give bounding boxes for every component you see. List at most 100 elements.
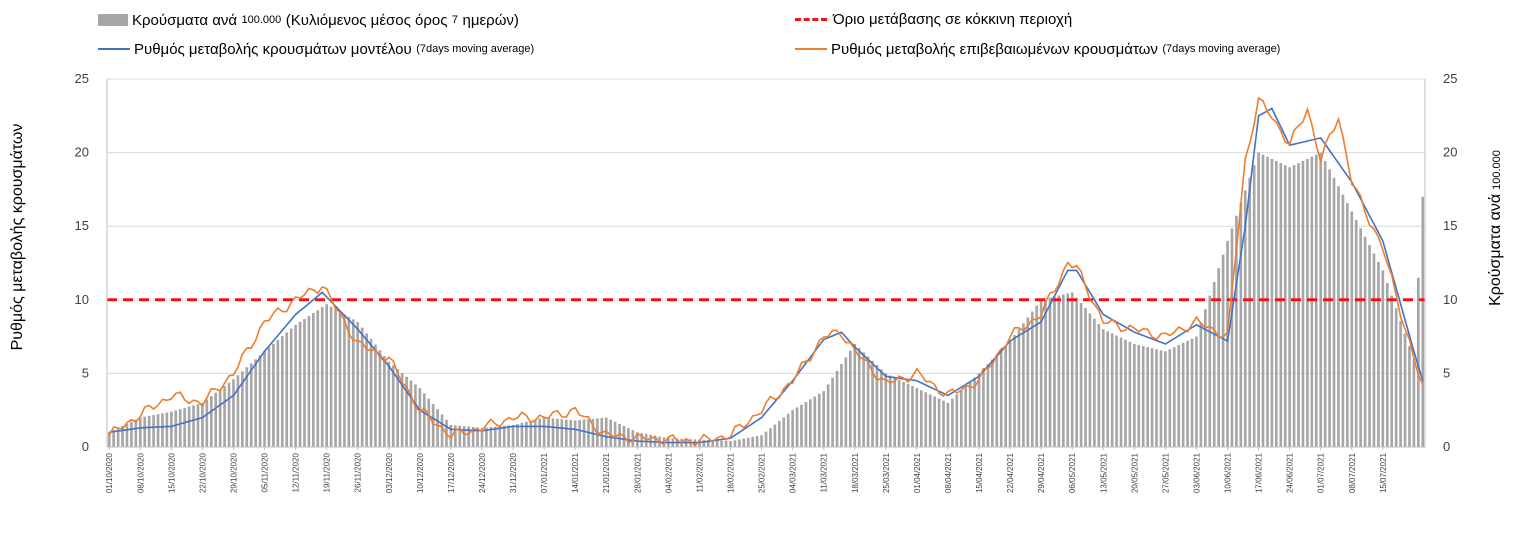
bar — [1377, 261, 1380, 447]
legend-model-small: (7days moving average) — [416, 43, 535, 55]
x-tick-label: 22/04/2021 — [1006, 452, 1015, 493]
bar — [1341, 194, 1345, 447]
left-tick-label: 25 — [75, 71, 89, 86]
bar — [782, 417, 786, 447]
bar — [1181, 342, 1185, 447]
bar — [116, 428, 120, 447]
bar — [902, 381, 905, 447]
bar — [1257, 152, 1260, 447]
bar — [1093, 318, 1096, 447]
bar — [294, 324, 297, 447]
bar — [107, 432, 111, 447]
bar — [1110, 333, 1114, 447]
bar — [156, 414, 160, 447]
bar — [1306, 158, 1309, 447]
bar — [258, 355, 262, 447]
bar — [964, 386, 968, 447]
bar — [1008, 341, 1012, 447]
bar — [551, 418, 555, 447]
bar — [1381, 270, 1385, 447]
left-tick-label: 5 — [82, 365, 89, 380]
bar — [1212, 281, 1216, 447]
bar — [1226, 240, 1229, 447]
bar — [911, 386, 914, 447]
x-tick-label: 25/02/2021 — [758, 452, 767, 493]
bar — [1403, 333, 1407, 447]
bar — [631, 430, 635, 447]
bar — [547, 417, 550, 447]
bar — [1252, 165, 1256, 447]
bar — [161, 413, 164, 447]
bar — [1150, 348, 1154, 447]
bar — [356, 321, 360, 447]
x-tick-label: 01/10/2020 — [105, 452, 114, 493]
bar — [320, 307, 324, 447]
bar — [848, 350, 852, 447]
bar — [973, 377, 976, 447]
bar — [218, 389, 222, 447]
bar — [840, 364, 843, 447]
x-tick-label: 18/03/2021 — [851, 452, 860, 493]
bar — [1275, 161, 1278, 448]
bar — [1004, 345, 1007, 447]
x-tick-label: 25/03/2021 — [882, 452, 891, 493]
bar — [1177, 345, 1181, 447]
bar-series — [107, 152, 1425, 448]
bar — [285, 332, 289, 447]
x-tick-label: 20/05/2021 — [1130, 452, 1139, 493]
bar — [112, 430, 115, 447]
bar — [174, 410, 178, 447]
left-tick-label: 0 — [82, 439, 89, 454]
bar — [742, 438, 746, 447]
bar — [241, 371, 244, 447]
bar — [378, 350, 382, 447]
bar — [853, 343, 857, 447]
bar — [1199, 322, 1203, 447]
bar — [1208, 295, 1212, 447]
bar — [711, 440, 715, 447]
bar — [791, 410, 794, 447]
bar — [1013, 335, 1016, 447]
bar — [498, 426, 502, 447]
bar — [178, 409, 182, 447]
bar — [906, 383, 910, 447]
bar — [888, 375, 892, 447]
bar — [418, 388, 422, 447]
bar — [1368, 245, 1371, 447]
bar — [773, 424, 777, 447]
x-tick-label: 11/03/2021 — [820, 452, 829, 492]
bar — [1026, 317, 1030, 447]
right-tick-label: 15 — [1443, 218, 1457, 233]
bar — [130, 421, 133, 447]
bar — [1354, 219, 1358, 447]
x-tick-label: 05/11/2020 — [261, 452, 270, 492]
bar — [254, 359, 257, 447]
bar — [1372, 253, 1376, 447]
bar — [582, 419, 586, 447]
x-tick-label: 10/12/2020 — [416, 452, 425, 493]
bar — [538, 418, 542, 447]
bar — [529, 420, 533, 447]
right-axis-title: Κρούσματα ανά 100.000 — [1487, 150, 1505, 306]
bar — [369, 338, 373, 447]
bar — [516, 423, 519, 447]
x-tick-label: 04/03/2021 — [789, 452, 798, 493]
bar — [533, 419, 537, 447]
bar — [1141, 346, 1145, 447]
bar — [560, 419, 564, 447]
bar — [280, 336, 284, 447]
bar — [1235, 215, 1238, 447]
bar — [990, 359, 994, 447]
x-tick-label: 08/10/2020 — [136, 452, 145, 493]
legend-threshold-swatch — [795, 18, 827, 21]
bar — [764, 431, 768, 447]
bar — [1048, 297, 1052, 447]
x-tick-label: 17/12/2020 — [447, 452, 456, 493]
bar — [884, 373, 888, 447]
bar — [414, 384, 417, 447]
bar — [396, 369, 400, 447]
legend-confirmed-swatch — [795, 48, 827, 50]
left-axis-title: Ρυθμός μεταβολής κρουσμάτων — [9, 123, 26, 351]
legend-bars-small-2: 7 — [451, 14, 459, 26]
bar — [937, 398, 941, 447]
